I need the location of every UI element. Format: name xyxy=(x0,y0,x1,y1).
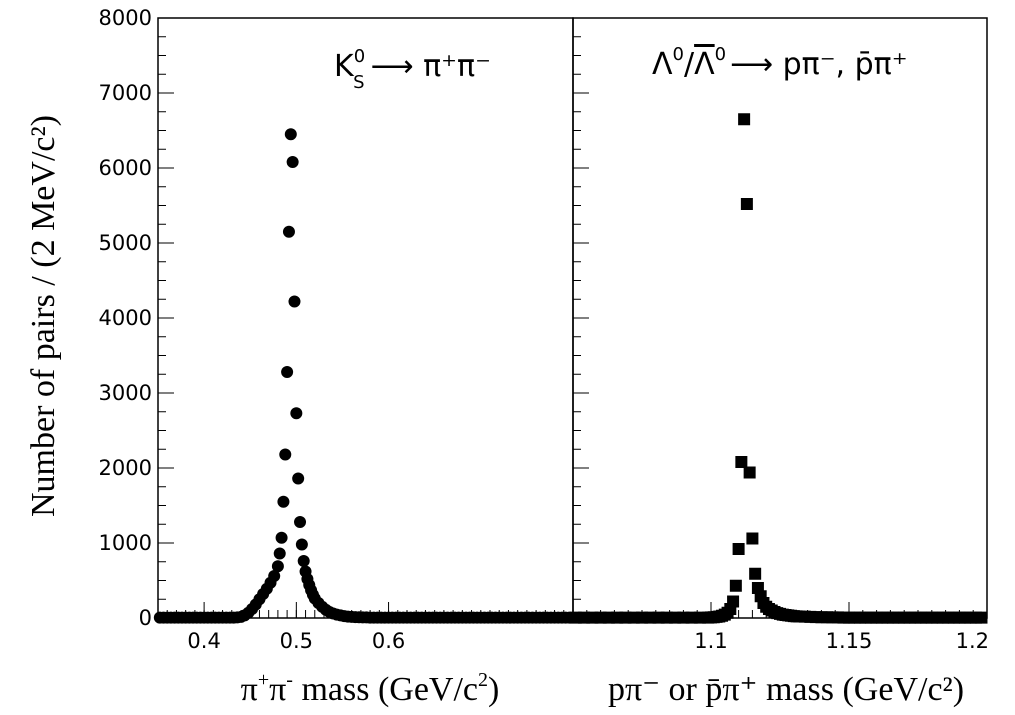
right-axis-ticks xyxy=(572,17,988,619)
data-point xyxy=(735,456,748,468)
data-point xyxy=(746,532,759,545)
right-tick-labels: 1.1 1.15 1.2 xyxy=(694,629,989,653)
data-point xyxy=(292,472,305,485)
data-point xyxy=(271,560,284,573)
left-annotation-rest: ⟶ π⁺π⁻ xyxy=(371,49,491,84)
right-annotation-sup-a: 0 xyxy=(673,44,684,65)
left-xlabel-sup3: 2 xyxy=(478,669,488,691)
data-point xyxy=(727,595,740,608)
y-axis-title: Number of pairs / (2 MeV/c²) xyxy=(25,115,62,517)
data-point xyxy=(294,516,307,528)
left-annotation-sup: 0 xyxy=(354,46,365,67)
data-point xyxy=(297,555,310,567)
right-annotation: Λ0/Λ0 ⟶ pπ⁻, p̄π⁺ xyxy=(652,44,908,82)
data-point xyxy=(284,128,297,141)
data-point xyxy=(282,225,295,238)
data-point xyxy=(281,366,294,378)
data-point xyxy=(275,531,288,544)
right-series-points xyxy=(569,113,988,624)
y-tick-label: 3000 xyxy=(99,381,152,405)
data-point xyxy=(740,198,753,210)
left-tick-labels: 0 1000 2000 3000 4000 5000 6000 7000 8000 0.4 0.5 0… xyxy=(99,6,406,653)
x-tick-label: 0.6 xyxy=(372,629,405,653)
left-x-axis-title: π+π- mass (GeV/c2) xyxy=(241,669,500,708)
left-xlabel-end: ) xyxy=(488,671,499,708)
data-point xyxy=(286,156,299,168)
y-tick-label: 4000 xyxy=(99,306,152,330)
data-point xyxy=(749,567,762,580)
right-annotation-rest: ⟶ pπ⁻, p̄π⁺ xyxy=(730,47,908,82)
left-xlabel-sup2: - xyxy=(286,669,293,691)
left-annotation-sub: S xyxy=(353,72,364,93)
y-tick-label: 7000 xyxy=(99,81,152,105)
x-tick-label: 1.2 xyxy=(956,629,989,653)
right-annotation-lambda: Λ xyxy=(652,47,673,82)
left-annotation-main: K xyxy=(334,49,355,84)
left-series-points xyxy=(153,128,576,624)
data-point xyxy=(288,295,301,308)
data-point xyxy=(732,543,745,555)
left-xlabel-post: mass (GeV/c xyxy=(293,671,478,708)
data-point xyxy=(277,495,290,508)
y-tick-label: 1000 xyxy=(99,531,152,555)
left-axis-ticks xyxy=(157,17,574,619)
right-annotation-sup-b: 0 xyxy=(715,44,726,65)
data-point xyxy=(729,579,742,592)
data-point xyxy=(273,547,286,560)
x-tick-label: 0.4 xyxy=(187,629,220,653)
y-tick-label: 8000 xyxy=(99,6,152,30)
right-panel-frame xyxy=(572,17,988,619)
data-point xyxy=(290,407,303,420)
right-x-axis-title: pπ⁻ or p̄π⁺ mass (GeV/c²) xyxy=(608,671,964,708)
x-tick-label: 1.15 xyxy=(826,629,873,653)
data-point xyxy=(295,538,308,551)
data-point xyxy=(975,611,988,624)
y-tick-label: 0 xyxy=(139,606,152,630)
left-panel-frame xyxy=(157,17,574,619)
data-point xyxy=(738,113,751,126)
y-tick-label: 2000 xyxy=(99,456,152,480)
right-annotation-slash: / xyxy=(684,47,695,82)
data-point xyxy=(279,448,292,461)
data-point xyxy=(268,570,281,582)
left-annotation: K0 S ⟶ π⁺π⁻ xyxy=(334,46,491,93)
x-tick-label: 0.5 xyxy=(280,629,313,653)
right-annotation-lambdabar: Λ xyxy=(694,47,715,82)
left-xlabel-pi2: π xyxy=(269,671,286,708)
left-xlabel-sup1: + xyxy=(258,669,269,691)
data-point xyxy=(743,466,756,479)
x-tick-label: 1.1 xyxy=(694,629,727,653)
y-tick-label: 5000 xyxy=(99,231,152,255)
left-xlabel-pi1: π xyxy=(241,671,258,708)
y-tick-label: 6000 xyxy=(99,156,152,180)
